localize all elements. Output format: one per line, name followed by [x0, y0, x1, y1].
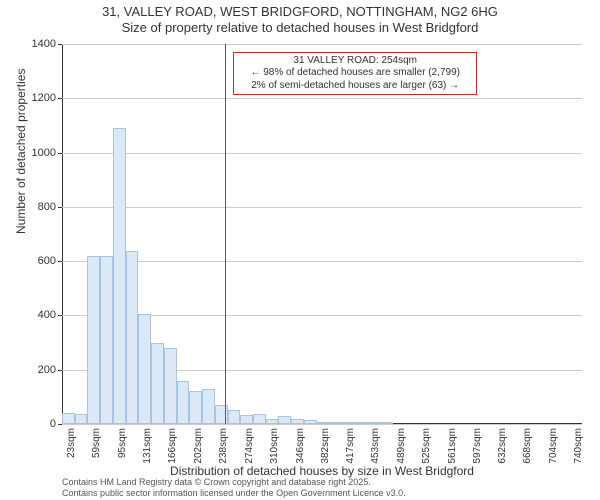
histogram-bar [355, 422, 368, 424]
histogram-bar [368, 422, 381, 424]
histogram-bar [266, 419, 279, 424]
histogram-bar [87, 256, 100, 424]
x-tick-label: 274sqm [244, 428, 255, 464]
chart-title-line1: 31, VALLEY ROAD, WEST BRIDGFORD, NOTTING… [0, 4, 600, 20]
histogram-bar [189, 391, 202, 424]
x-tick-label: 561sqm [447, 428, 458, 464]
histogram-bar [126, 251, 139, 424]
chart-container: 31, VALLEY ROAD, WEST BRIDGFORD, NOTTING… [0, 0, 600, 500]
x-tick-label: 740sqm [573, 428, 584, 464]
x-tick-label: 453sqm [370, 428, 381, 464]
x-tick-label: 310sqm [269, 428, 280, 464]
x-tick-label: 525sqm [421, 428, 432, 464]
y-tick-mark [58, 153, 62, 154]
marker-annotation-line1: 31 VALLEY ROAD: 254sqm [238, 55, 472, 68]
y-tick-label: 0 [50, 418, 56, 430]
footnote: Contains HM Land Registry data © Crown c… [62, 477, 406, 498]
gridline-h [62, 44, 582, 45]
x-tick-label: 166sqm [167, 428, 178, 464]
histogram-bar [253, 414, 266, 424]
y-tick-mark [58, 424, 62, 425]
gridline-h [62, 207, 582, 208]
histogram-bar [240, 415, 253, 424]
y-tick-mark [58, 261, 62, 262]
marker-annotation-line2: ← 98% of detached houses are smaller (2,… [238, 67, 472, 80]
y-tick-label: 800 [38, 201, 56, 213]
histogram-bar [329, 422, 342, 424]
histogram-bar [304, 420, 317, 424]
histogram-bar [228, 410, 241, 424]
histogram-bar [100, 256, 113, 424]
histogram-bar [177, 381, 190, 424]
x-tick-label: 59sqm [91, 428, 102, 458]
y-tick-label: 1000 [32, 147, 56, 159]
histogram-bar [291, 419, 304, 424]
x-axis-title: Distribution of detached houses by size … [62, 464, 582, 478]
gridline-h [62, 261, 582, 262]
histogram-bar [278, 416, 291, 424]
histogram-bar [62, 413, 75, 424]
histogram-bar [75, 414, 88, 424]
marker-line [225, 44, 226, 424]
y-tick-label: 1200 [32, 92, 56, 104]
y-tick-mark [58, 44, 62, 45]
y-tick-label: 200 [38, 364, 56, 376]
histogram-bar [202, 389, 215, 424]
histogram-bar [164, 348, 177, 424]
x-tick-label: 238sqm [218, 428, 229, 464]
gridline-h [62, 153, 582, 154]
histogram-bar [317, 422, 330, 424]
histogram-bar [151, 343, 164, 424]
chart-title-block: 31, VALLEY ROAD, WEST BRIDGFORD, NOTTING… [0, 4, 600, 35]
marker-annotation-box: 31 VALLEY ROAD: 254sqm← 98% of detached … [233, 52, 477, 96]
y-tick-label: 1400 [32, 38, 56, 50]
x-tick-label: 382sqm [320, 428, 331, 464]
y-tick-mark [58, 98, 62, 99]
y-tick-mark [58, 370, 62, 371]
marker-annotation-line3: 2% of semi-detached houses are larger (6… [238, 80, 472, 93]
x-tick-label: 95sqm [117, 428, 128, 458]
y-tick-mark [58, 207, 62, 208]
x-tick-label: 704sqm [548, 428, 559, 464]
plot-area: 020040060080010001200140023sqm59sqm95sqm… [62, 44, 582, 424]
chart-title-line2: Size of property relative to detached ho… [0, 20, 600, 36]
y-axis-line [62, 44, 63, 424]
x-tick-label: 346sqm [295, 428, 306, 464]
x-tick-label: 489sqm [396, 428, 407, 464]
y-tick-label: 600 [38, 255, 56, 267]
footnote-line1: Contains HM Land Registry data © Crown c… [62, 477, 406, 487]
histogram-bar [342, 422, 355, 424]
x-tick-label: 23sqm [66, 428, 77, 458]
histogram-bar [380, 422, 393, 424]
x-tick-label: 202sqm [193, 428, 204, 464]
gridline-h [62, 98, 582, 99]
y-axis-title: Number of detached properties [14, 69, 28, 234]
histogram-bar [138, 314, 151, 424]
x-tick-label: 597sqm [472, 428, 483, 464]
gridline-h [62, 424, 582, 425]
y-tick-mark [58, 315, 62, 316]
y-tick-label: 400 [38, 309, 56, 321]
footnote-line2: Contains public sector information licen… [62, 488, 406, 498]
x-tick-label: 417sqm [345, 428, 356, 464]
x-tick-label: 668sqm [522, 428, 533, 464]
x-tick-label: 632sqm [497, 428, 508, 464]
x-tick-label: 131sqm [142, 428, 153, 464]
histogram-bar [113, 128, 126, 424]
